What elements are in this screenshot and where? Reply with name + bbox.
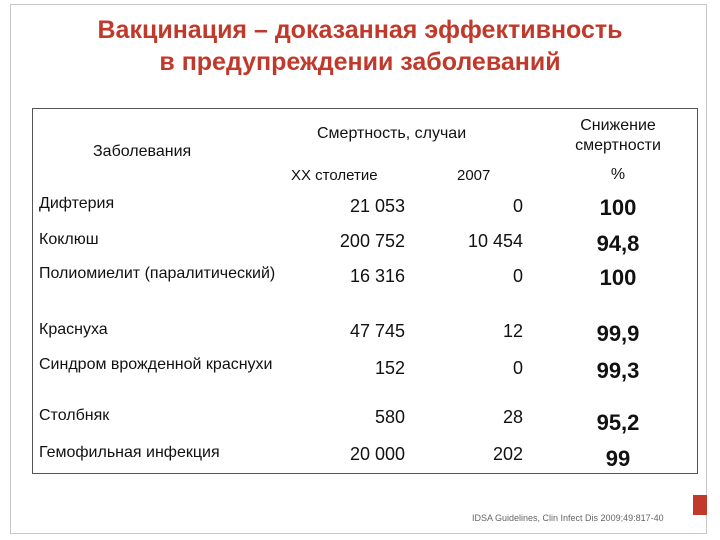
row-century-value: 580: [374, 407, 405, 427]
row-reduction-value: 100: [599, 195, 637, 220]
row-reduction-value: 94,8: [596, 231, 640, 256]
row-2007-value: 202: [492, 444, 523, 464]
row-2007-value: 0: [512, 266, 523, 286]
slide-title: Вакцинация – доказанная эффективность в …: [0, 14, 720, 78]
row-century-value: 20 000: [349, 444, 405, 464]
header-year: 2007: [457, 167, 491, 184]
row-century-value: 152: [374, 358, 405, 378]
header-percent-unit: %: [610, 166, 626, 183]
row-century-value: 16 316: [349, 266, 405, 286]
header-reduction: Снижение смертности: [553, 116, 683, 156]
title-line-2: в предупреждении заболеваний: [159, 48, 561, 76]
brand-accent-bar: [693, 495, 707, 515]
row-disease: Синдром врожденной краснухи: [39, 356, 273, 373]
vaccination-table: Заболевания Смертность, случаи XX столет…: [32, 108, 698, 474]
row-reduction-value: 99,3: [596, 358, 640, 383]
header-reduction-line-1: Снижение: [580, 117, 656, 134]
slide-frame: [10, 4, 707, 534]
row-reduction-value: 99: [605, 446, 631, 471]
row-century-value: 21 053: [349, 196, 405, 216]
row-reduction-value: 100: [599, 265, 637, 290]
row-reduction-value: 99,9: [596, 321, 640, 346]
row-disease: Гемофильная инфекция: [39, 444, 220, 461]
row-2007-value: 10 454: [467, 231, 523, 251]
title-line-1: Вакцинация – доказанная эффективность: [97, 16, 623, 44]
row-2007-value: 0: [512, 358, 523, 378]
row-century-value: 47 745: [349, 321, 405, 341]
row-disease: Дифтерия: [39, 195, 115, 212]
row-disease: Полиомиелит (паралитический): [39, 265, 276, 282]
row-disease: Коклюш: [39, 231, 99, 248]
row-2007-value: 12: [502, 321, 523, 341]
row-disease: Столбняк: [39, 407, 110, 424]
header-reduction-line-2: смертности: [575, 137, 661, 154]
row-reduction-value: 95,2: [596, 410, 640, 435]
row-century-value: 200 752: [339, 231, 405, 251]
header-century: XX столетие: [291, 167, 378, 184]
header-diseases: Заболевания: [93, 143, 192, 160]
header-mortality: Смертность, случаи: [317, 125, 467, 142]
source-citation: IDSA Guidelines, Clin Infect Dis 2009;49…: [472, 513, 664, 523]
row-2007-value: 28: [502, 407, 523, 427]
row-disease: Краснуха: [39, 321, 108, 338]
row-2007-value: 0: [512, 196, 523, 216]
